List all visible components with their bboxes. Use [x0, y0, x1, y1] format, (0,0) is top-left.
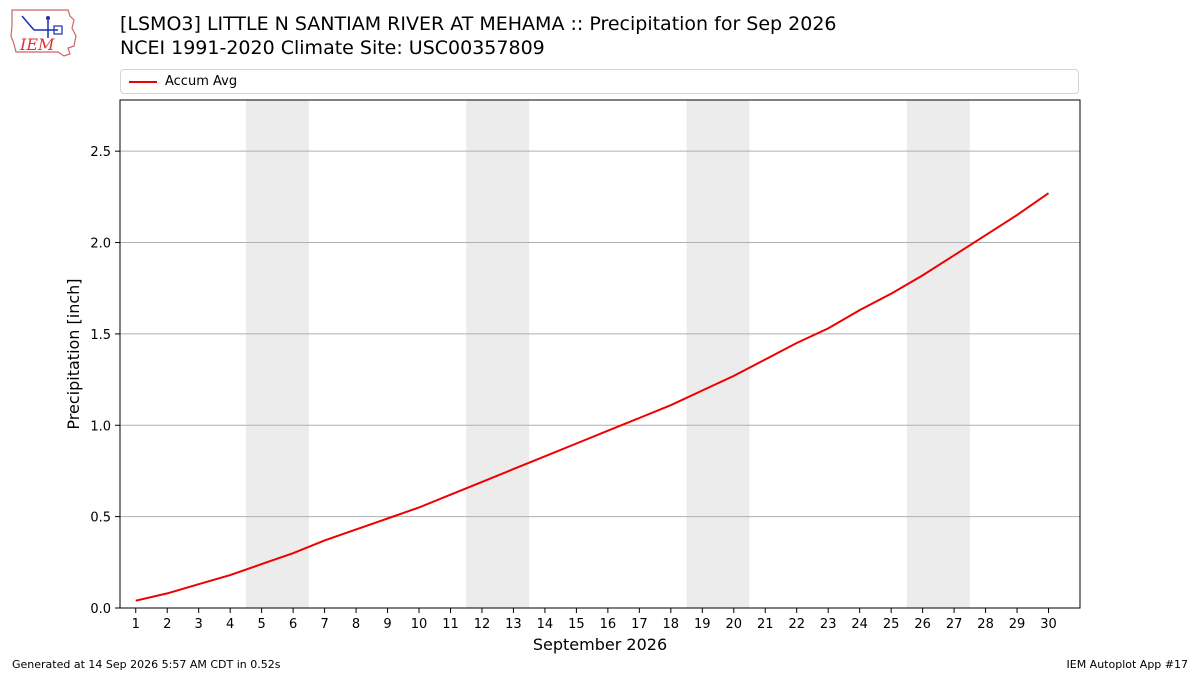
x-tick-label: 6	[289, 617, 297, 632]
x-tick-label: 15	[568, 617, 585, 632]
x-axis-label: September 2026	[533, 635, 667, 654]
x-tick-label: 28	[977, 617, 994, 632]
x-tick-label: 7	[320, 617, 328, 632]
weekend-band-4	[906, 100, 970, 608]
y-tick-label: 0.0	[90, 602, 111, 617]
x-tick-label: 4	[226, 617, 234, 632]
legend-label-accum-avg: Accum Avg	[165, 74, 238, 89]
footer-app-text: IEM Autoplot App #17	[1066, 658, 1189, 671]
y-tick-label: 2.5	[90, 145, 111, 160]
x-tick-label: 16	[600, 617, 617, 632]
x-tick-label: 14	[537, 617, 554, 632]
x-tick-label: 1	[132, 617, 140, 632]
iem-logo: IEM	[10, 9, 77, 57]
x-tick-label: 20	[725, 617, 742, 632]
iowa-outline-icon	[10, 9, 77, 57]
y-tick-label: 1.5	[90, 328, 111, 343]
legend-swatch-accum-avg	[129, 81, 157, 83]
x-tick-label: 24	[851, 617, 868, 632]
y-tick-label: 0.5	[90, 511, 111, 526]
weekend-band-3	[686, 100, 750, 608]
x-tick-label: 26	[914, 617, 931, 632]
footer-generated-text: Generated at 14 Sep 2026 5:57 AM CDT in …	[12, 658, 281, 671]
weekend-band-2	[466, 100, 530, 608]
chart-subtitle: NCEI 1991-2020 Climate Site: USC00357809	[120, 37, 545, 59]
x-tick-label: 11	[442, 617, 459, 632]
x-tick-label: 18	[663, 617, 680, 632]
y-tick-label: 1.0	[90, 419, 111, 434]
x-tick-label: 22	[788, 617, 805, 632]
x-tick-label: 8	[352, 617, 360, 632]
weekend-band-1	[245, 100, 309, 608]
logo-text: IEM	[19, 35, 55, 54]
x-tick-label: 5	[257, 617, 265, 632]
x-tick-label: 17	[631, 617, 648, 632]
y-tick-label: 2.0	[90, 237, 111, 252]
x-tick-label: 21	[757, 617, 774, 632]
plot-frame	[119, 99, 1081, 609]
x-tick-label: 25	[883, 617, 900, 632]
x-tick-label: 10	[411, 617, 428, 632]
series-line-accum-avg	[135, 192, 1050, 602]
x-tick-label: 3	[195, 617, 203, 632]
x-tick-label: 12	[474, 617, 491, 632]
x-tick-label: 30	[1040, 617, 1057, 632]
x-tick-label: 9	[383, 617, 391, 632]
chart-title: [LSMO3] LITTLE N SANTIAM RIVER AT MEHAMA…	[120, 13, 837, 35]
legend: Accum Avg	[120, 69, 1079, 94]
x-tick-label: 19	[694, 617, 711, 632]
x-tick-label: 2	[163, 617, 171, 632]
x-tick-label: 13	[505, 617, 522, 632]
x-tick-label: 29	[1009, 617, 1026, 632]
x-tick-label: 23	[820, 617, 837, 632]
y-axis-label: Precipitation [inch]	[64, 278, 83, 429]
x-tick-label: 27	[946, 617, 963, 632]
